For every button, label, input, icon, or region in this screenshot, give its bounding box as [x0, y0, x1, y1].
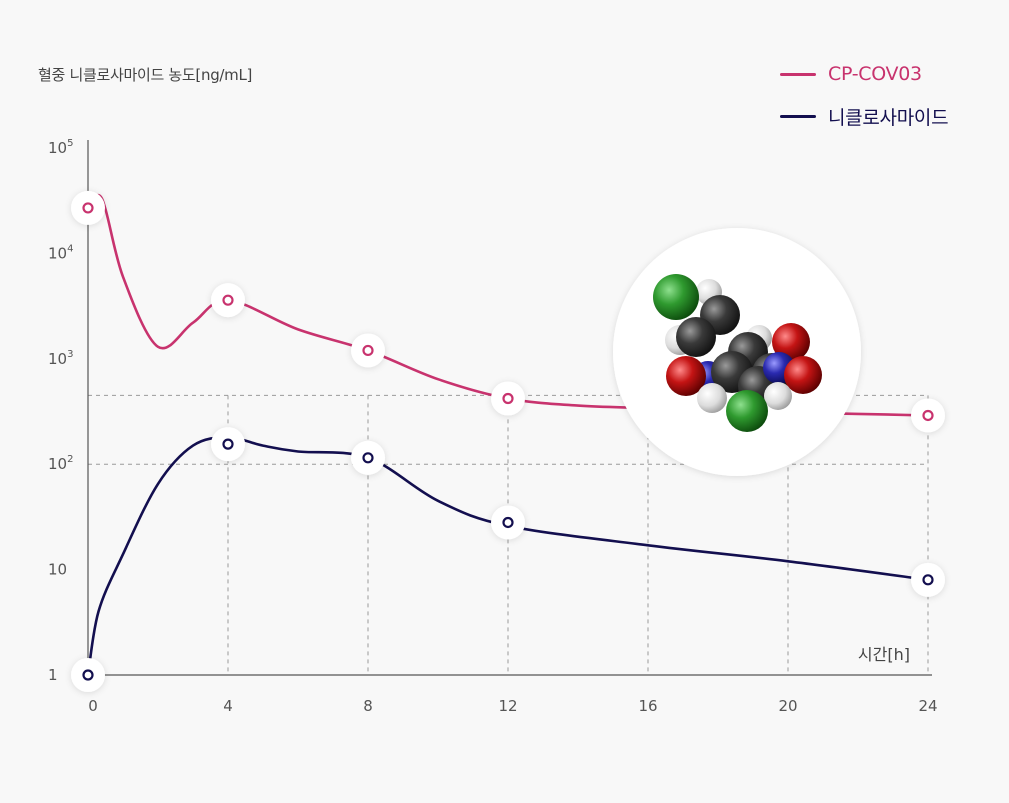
data-point-marker [922, 574, 934, 586]
data-point-1-0 [71, 658, 105, 692]
data-point-1-2 [351, 440, 385, 475]
data-point-marker [82, 669, 94, 681]
x-tick-label-16: 16 [638, 697, 657, 715]
molecule-atom-1 [653, 274, 699, 320]
y-tick-label-1000: 103 [48, 349, 73, 368]
data-point-0-0 [71, 190, 105, 225]
data-point-marker [362, 344, 374, 357]
y-tick-label-1: 1 [48, 666, 58, 684]
legend-label-niclosamide: 니클로사마이드 [828, 106, 949, 129]
legend: CP-COV03 니클로사마이드 [780, 60, 949, 144]
legend-label-cp-cov03: CP-COV03 [828, 63, 922, 85]
molecule-atom-9 [666, 356, 706, 396]
series-line-1 [86, 436, 930, 677]
data-point-0-1 [211, 283, 245, 318]
x-tick-label-0: 0 [88, 697, 98, 715]
data-point-0-2 [351, 333, 385, 368]
data-point-1-1 [211, 427, 245, 462]
x-tick-label-4: 4 [223, 697, 233, 715]
molecule-atom-17 [726, 390, 768, 432]
molecule-atom-14 [784, 356, 822, 394]
data-point-1-4 [911, 562, 945, 597]
x-tick-label-20: 20 [778, 697, 797, 715]
data-point-marker [222, 294, 234, 306]
legend-item-cp-cov03: CP-COV03 [780, 60, 948, 88]
data-point-0-4 [911, 398, 945, 433]
y-axis-label: 혈중 니클로사마이드 농도[ng/mL] [38, 66, 253, 84]
x-tick-label-24: 24 [918, 697, 937, 715]
x-tick-label-12: 12 [498, 697, 517, 715]
data-point-1-3 [491, 505, 525, 540]
ticks-layer: 0 4 8 12 16 20 24 1 10 102 103 104 105 시간[h] [48, 138, 938, 715]
molecule-illustration [613, 228, 861, 476]
data-point-marker [502, 516, 514, 529]
data-point-marker [82, 202, 94, 214]
data-point-marker [922, 409, 934, 422]
y-tick-label-10000: 104 [48, 243, 73, 262]
molecule-atom-12 [772, 323, 810, 361]
molecule-atom-16 [697, 383, 727, 413]
molecule-atom-15 [764, 382, 792, 410]
molecule-atom-5 [676, 317, 716, 357]
y-tick-label-10: 10 [48, 561, 67, 579]
data-point-marker [362, 452, 374, 464]
y-tick-label-100000: 105 [48, 138, 73, 157]
data-point-marker [222, 438, 234, 450]
legend-item-niclosamide: 니클로사마이드 [780, 102, 949, 130]
x-axis-label: 시간[h] [858, 645, 910, 664]
y-tick-label-100: 102 [48, 454, 73, 473]
legend-swatch-cp-cov03 [780, 72, 816, 76]
legend-swatch-niclosamide [780, 114, 816, 118]
x-tick-label-8: 8 [363, 697, 373, 715]
axes-layer [87, 140, 932, 676]
points-layer [71, 190, 945, 692]
data-point-0-3 [491, 381, 525, 416]
data-point-marker [502, 392, 514, 405]
